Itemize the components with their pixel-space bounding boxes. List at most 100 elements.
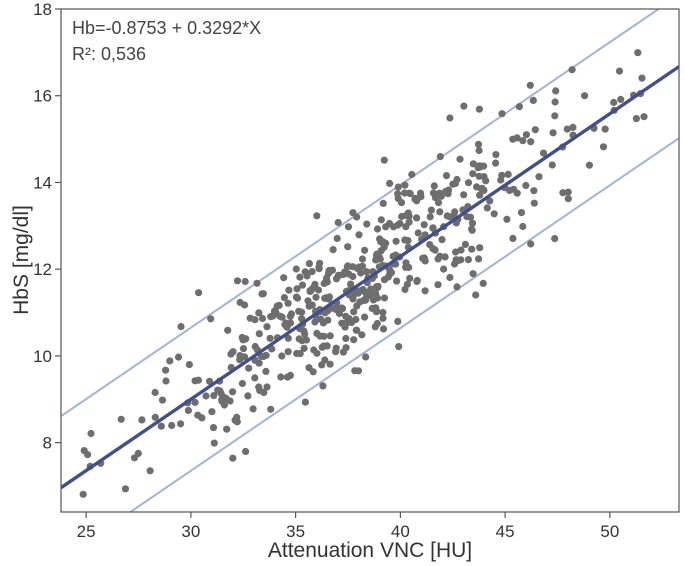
data-point — [168, 421, 176, 430]
data-point — [475, 105, 483, 113]
data-point — [263, 383, 271, 391]
data-point — [255, 383, 263, 391]
data-point — [568, 66, 576, 74]
data-point — [315, 263, 323, 271]
data-point — [301, 330, 309, 338]
data-point — [166, 357, 174, 365]
data-point — [342, 344, 350, 352]
data-point — [464, 179, 473, 187]
data-point — [386, 266, 394, 274]
data-point — [585, 161, 594, 169]
lower-prediction-line — [128, 137, 679, 512]
x-tick-label: 35 — [286, 522, 305, 541]
data-point — [539, 149, 548, 157]
data-point — [80, 447, 88, 455]
x-tick-label: 25 — [77, 522, 96, 541]
data-point — [284, 334, 292, 342]
y-tick-label: 12 — [33, 260, 52, 279]
data-point — [284, 348, 292, 356]
data-point — [476, 191, 484, 199]
data-point — [379, 325, 388, 333]
x-axis: 25 30 35 40 45 50 — [77, 512, 619, 541]
data-point — [373, 225, 382, 233]
data-point — [457, 246, 465, 254]
data-point — [492, 159, 500, 167]
data-point — [79, 490, 87, 498]
data-point — [454, 256, 462, 265]
data-point — [151, 388, 159, 397]
data-point — [352, 315, 360, 324]
data-point — [389, 223, 398, 231]
data-point — [640, 113, 648, 121]
data-point — [427, 206, 435, 214]
data-point — [223, 425, 231, 433]
data-point — [177, 323, 185, 331]
data-point — [352, 326, 360, 334]
data-point — [402, 211, 410, 219]
data-point — [468, 225, 476, 233]
data-point — [527, 138, 535, 146]
data-point — [344, 243, 352, 251]
y-axis-title: HbS [mg/dl] — [10, 205, 33, 315]
data-point — [286, 371, 294, 379]
data-point — [363, 220, 371, 228]
data-point — [260, 352, 268, 360]
data-point — [429, 224, 437, 232]
regression-line-group — [61, 65, 679, 490]
data-point — [249, 405, 257, 413]
data-point — [434, 199, 443, 207]
data-point — [229, 454, 237, 462]
data-point — [267, 405, 275, 413]
data-point — [368, 304, 376, 312]
data-point — [295, 307, 303, 315]
data-point — [563, 125, 571, 133]
data-point — [434, 281, 442, 289]
data-point — [205, 377, 214, 385]
data-point — [275, 301, 283, 309]
data-point — [286, 319, 295, 327]
data-point — [389, 252, 397, 260]
data-point — [374, 282, 382, 290]
data-point — [474, 162, 482, 170]
data-point — [333, 234, 341, 242]
data-point — [527, 240, 535, 248]
y-tick-label: 14 — [33, 173, 52, 192]
data-point — [260, 388, 268, 397]
data-point — [371, 323, 379, 331]
data-point — [519, 222, 527, 231]
data-point — [380, 294, 389, 302]
data-point — [356, 298, 364, 306]
data-point — [316, 332, 324, 340]
data-point — [480, 186, 488, 194]
data-point — [353, 213, 361, 221]
data-point — [522, 131, 531, 139]
data-point — [434, 190, 442, 198]
regression-line — [61, 65, 679, 490]
data-point — [498, 110, 506, 118]
data-point — [408, 170, 416, 179]
data-point — [157, 422, 165, 430]
data-point — [278, 352, 286, 360]
data-point — [227, 350, 235, 358]
data-point — [551, 235, 559, 243]
data-point — [515, 103, 524, 111]
data-point — [440, 265, 448, 273]
data-point — [421, 287, 429, 295]
data-point — [372, 256, 380, 264]
data-point — [354, 367, 363, 375]
data-point — [446, 213, 454, 221]
data-point — [326, 332, 334, 340]
data-point — [117, 415, 125, 423]
data-point — [535, 173, 543, 181]
data-point — [451, 208, 459, 216]
data-point — [241, 277, 249, 286]
data-point — [325, 269, 333, 277]
data-point — [293, 349, 301, 358]
data-point — [420, 221, 428, 229]
data-point — [548, 161, 556, 169]
data-point — [503, 215, 511, 223]
data-point — [382, 223, 390, 231]
data-point — [472, 291, 480, 299]
data-point — [314, 286, 323, 294]
